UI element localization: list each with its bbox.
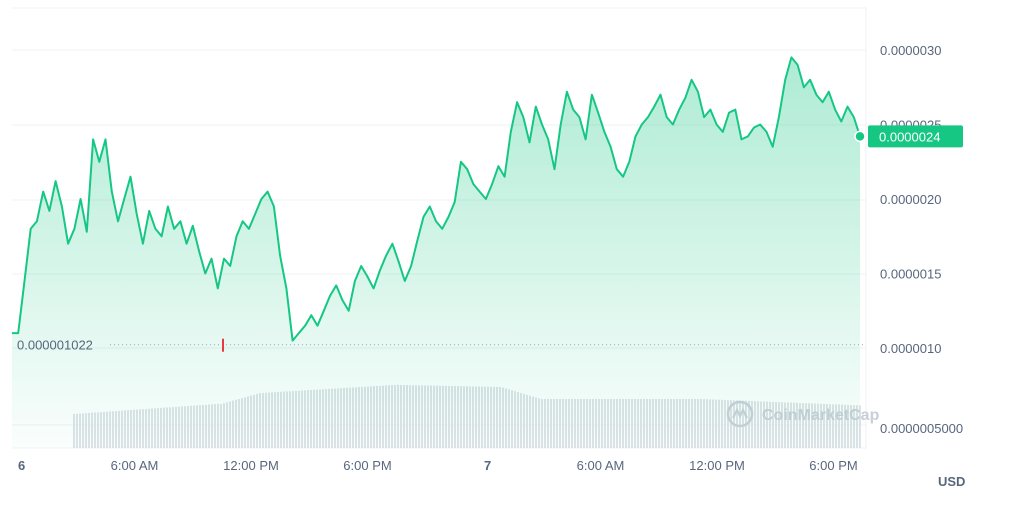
current-price-dot — [854, 130, 866, 143]
x-tick-label: 6:00 PM — [809, 458, 857, 473]
y-axis-ticks: 0.00000300.00000250.00000200.00000150.00… — [880, 43, 963, 436]
x-tick-label: 6:00 PM — [343, 458, 391, 473]
x-tick-label: 7 — [484, 458, 491, 473]
x-tick-label: 6:00 AM — [111, 458, 159, 473]
y-axis-unit-label: USD — [938, 474, 965, 489]
low-value-label: 0.000001022 — [17, 338, 93, 353]
current-price-marker: 0.0000024 — [854, 125, 963, 148]
low-marker: 0.000001022 — [17, 338, 866, 353]
price-area-fill — [12, 57, 860, 449]
x-tick-label: 12:00 PM — [689, 458, 745, 473]
price-area — [11, 56, 861, 449]
x-tick-label: 6:00 AM — [577, 458, 625, 473]
x-tick-label: 12:00 PM — [223, 458, 279, 473]
x-tick-label: 6 — [18, 458, 25, 473]
x-axis-ticks: 6 6:00 AM 12:00 PM 6:00 PM 7 6:00 AM 12:00 PM 6… — [18, 458, 858, 473]
y-tick-label: 0.0000030 — [880, 43, 941, 58]
y-tick-label: 0.0000010 — [880, 341, 941, 356]
y-tick-label: 0.0000015 — [880, 267, 941, 282]
y-tick-label: 0.0000020 — [880, 192, 941, 207]
current-price-tag — [868, 125, 963, 148]
y-tick-label: 0.0000005000 — [880, 421, 963, 436]
current-price-label: 0.0000024 — [879, 129, 940, 144]
